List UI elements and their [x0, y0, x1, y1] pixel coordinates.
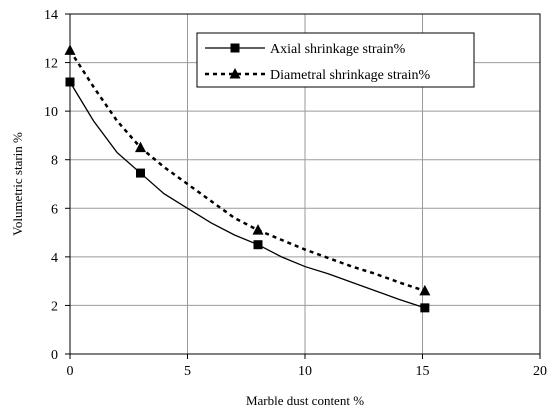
y-tick-label: 2 [51, 299, 58, 314]
x-tick-label: 0 [67, 364, 74, 379]
square-marker [65, 77, 75, 87]
y-tick-label: 10 [44, 105, 58, 120]
y-axis-title: Volumetric starin % [10, 132, 25, 236]
axis-ticks: 0 5 10 15 20 0 2 4 6 8 10 12 14 [44, 8, 547, 379]
legend-square-marker [230, 43, 240, 53]
series-axial [65, 77, 430, 313]
y-tick-label: 8 [51, 154, 58, 169]
triangle-marker [135, 141, 146, 153]
series-diametral [64, 44, 431, 296]
square-marker [136, 168, 145, 178]
legend-entry: Diametral shrinkage strain% [205, 68, 431, 83]
legend-box [196, 32, 475, 88]
x-tick-label: 10 [298, 364, 312, 379]
y-tick-label: 4 [51, 251, 58, 266]
y-tick-label: 6 [51, 202, 58, 217]
x-tick-label: 15 [416, 364, 430, 379]
legend-entry: Axial shrinkage strain% [205, 42, 406, 57]
triangle-marker [64, 44, 76, 55]
triangle-marker [419, 284, 431, 296]
triangle-marker [252, 224, 264, 235]
series-line [68, 49, 426, 293]
y-tick-label: 14 [44, 8, 58, 23]
legend-label: Diametral shrinkage strain% [270, 68, 431, 83]
square-marker [253, 240, 263, 250]
legend: Axial shrinkage strain% Diametral shrinka… [196, 32, 475, 88]
x-axis-title: Marble dust content % [246, 393, 364, 408]
y-tick-label: 12 [44, 57, 58, 72]
square-marker [420, 303, 430, 313]
legend-label: Axial shrinkage strain% [270, 42, 406, 57]
legend-triangle-marker [229, 68, 241, 79]
y-tick-label: 0 [51, 348, 58, 363]
x-tick-label: 5 [184, 364, 191, 379]
x-tick-label: 20 [533, 364, 547, 379]
data-series [64, 44, 431, 313]
series-line [69, 81, 426, 309]
